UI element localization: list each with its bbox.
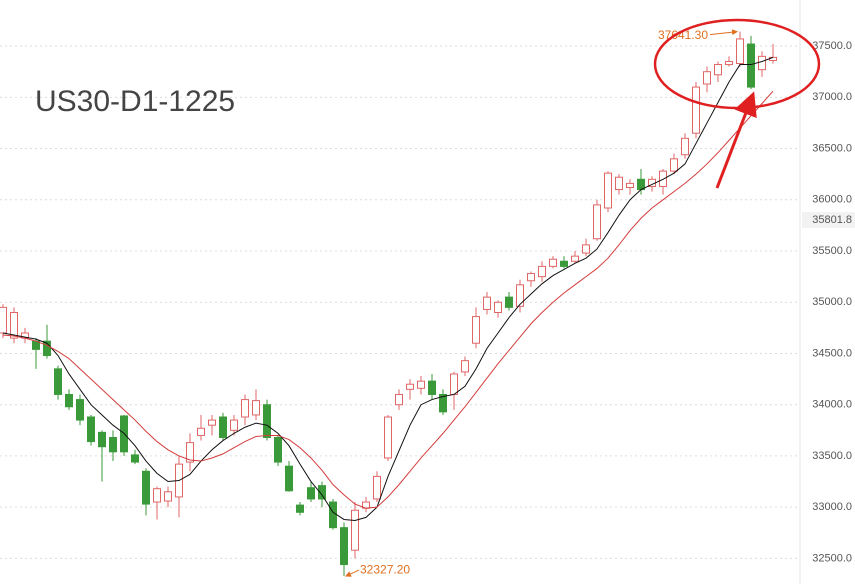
- y-tick-label: 34000.0: [812, 399, 852, 411]
- candle-body: [65, 393, 73, 408]
- candle-body: [142, 470, 150, 505]
- candle-body: [736, 38, 744, 65]
- candle-body: [307, 487, 315, 500]
- candle-body: [263, 404, 271, 438]
- moving-average-line: [2, 56, 774, 521]
- candle-body: [340, 527, 348, 566]
- candle-body: [351, 509, 359, 551]
- y-tick-label: 34500.0: [812, 347, 852, 359]
- candle-body: [318, 485, 326, 500]
- highlight-arrow: [715, 91, 757, 189]
- y-tick-label: 35500.0: [812, 245, 852, 257]
- candle-body: [681, 137, 689, 156]
- candle-body: [164, 491, 172, 502]
- candle-body: [395, 393, 403, 406]
- candle-body: [329, 501, 337, 529]
- candle-body: [450, 373, 458, 395]
- candle-body: [54, 368, 62, 395]
- candle-body: [439, 393, 447, 413]
- moving-average-line: [2, 90, 774, 509]
- y-tick-label: 32500.0: [812, 552, 852, 564]
- candle-body: [615, 176, 623, 191]
- y-tick-label: 33000.0: [812, 501, 852, 513]
- candle-body: [406, 383, 414, 390]
- candle-body: [494, 301, 502, 313]
- candle-body: [604, 172, 612, 209]
- candle-body: [626, 182, 634, 188]
- candle-body: [472, 316, 480, 344]
- chart-title: US30-D1-1225: [35, 85, 235, 118]
- price-marker-box: [802, 212, 855, 229]
- candle-body: [208, 419, 216, 426]
- candle-body: [384, 416, 392, 459]
- y-tick-label: 37000.0: [812, 91, 852, 103]
- low-label: 32327.20: [360, 562, 410, 576]
- candle-body: [10, 311, 18, 339]
- candle-body: [692, 86, 700, 134]
- candle-body: [219, 416, 227, 438]
- candle-body: [571, 255, 579, 262]
- y-tick-label: 36500.0: [812, 142, 852, 154]
- candle-body: [153, 488, 161, 503]
- candle-body: [98, 431, 106, 448]
- candle-body: [296, 504, 304, 513]
- candle-body: [373, 475, 381, 500]
- candle-body: [538, 265, 546, 278]
- candle-body: [505, 296, 513, 308]
- candle-body: [186, 442, 194, 463]
- y-tick-label: 36000.0: [812, 194, 852, 206]
- candle-body: [593, 204, 601, 240]
- candle-body: [76, 399, 84, 421]
- candle-body: [461, 360, 469, 373]
- candle-body: [428, 380, 436, 395]
- candle-body: [241, 399, 249, 418]
- candle-body: [560, 260, 568, 267]
- high-pointer: [709, 29, 738, 36]
- candle-body: [516, 284, 524, 307]
- price-marker-label: 35801.8: [812, 214, 852, 226]
- candle-body: [527, 273, 535, 282]
- y-tick-label: 33500.0: [812, 450, 852, 462]
- candle-body: [0, 306, 7, 334]
- candle-body: [109, 436, 117, 453]
- candle-body: [670, 158, 678, 172]
- candle-body: [549, 258, 557, 267]
- candle-body: [230, 419, 238, 431]
- candle-body: [197, 427, 205, 436]
- low-pointer: [345, 569, 360, 577]
- candle-body: [582, 244, 590, 254]
- y-tick-label: 35000.0: [812, 296, 852, 308]
- candle-body: [703, 71, 711, 85]
- candle-body: [87, 416, 95, 443]
- candle-body: [725, 60, 733, 66]
- candle-body: [43, 340, 51, 357]
- candle-body: [274, 436, 282, 463]
- candle-body: [747, 43, 755, 88]
- candle-body: [285, 465, 293, 492]
- candle-body: [252, 400, 260, 416]
- candle-body: [417, 380, 425, 389]
- candle-body: [483, 296, 491, 310]
- candle-body: [131, 454, 139, 463]
- candle-body: [758, 55, 766, 71]
- candle-body: [714, 64, 722, 76]
- y-tick-label: 37500.0: [812, 40, 852, 52]
